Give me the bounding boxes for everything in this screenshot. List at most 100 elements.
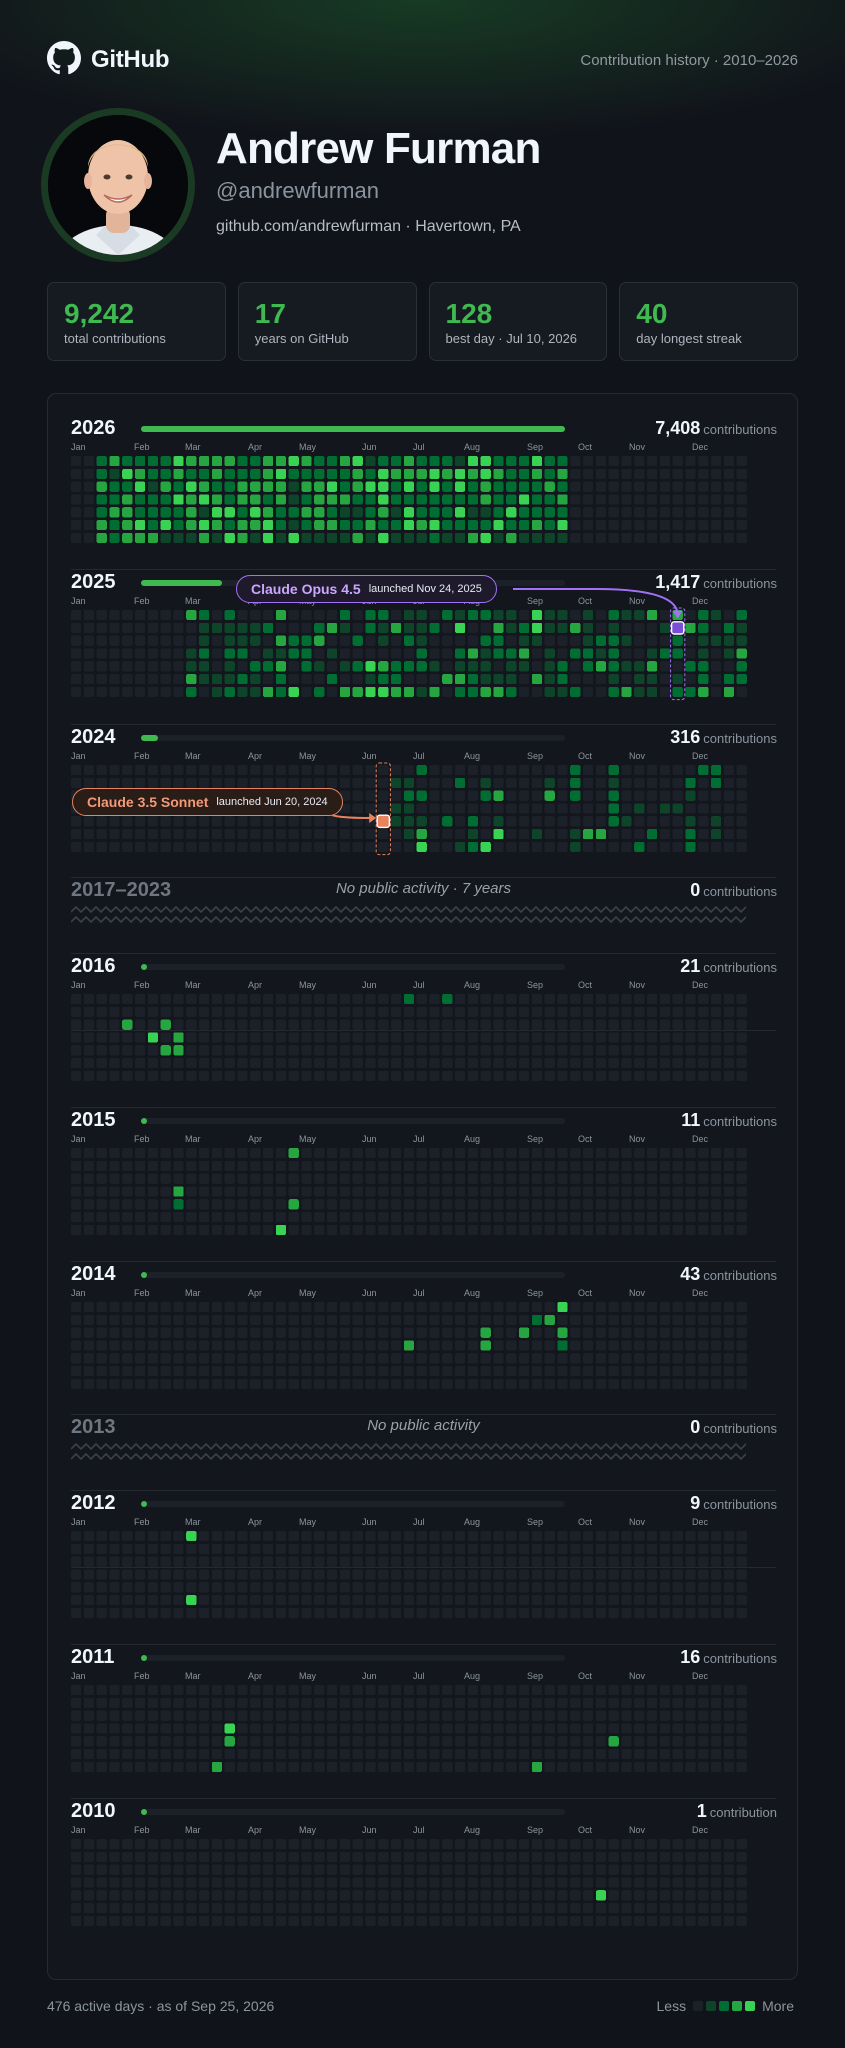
contribution-cell[interactable] (416, 777, 427, 788)
contribution-cell[interactable] (711, 1890, 722, 1901)
contribution-cell[interactable] (173, 1582, 184, 1593)
contribution-cell[interactable] (83, 1019, 94, 1030)
contribution-cell[interactable] (83, 520, 94, 531)
contribution-cell[interactable] (416, 1582, 427, 1593)
contribution-cell[interactable] (506, 456, 517, 467)
contribution-cell[interactable] (288, 1710, 299, 1721)
contribution-cell[interactable] (557, 532, 568, 543)
contribution-cell[interactable] (723, 686, 734, 697)
contribution-cell[interactable] (583, 1327, 594, 1338)
contribution-cell[interactable] (595, 994, 606, 1005)
contribution-cell[interactable] (544, 1864, 555, 1875)
contribution-cell[interactable] (275, 1864, 286, 1875)
contribution-cell[interactable] (544, 661, 555, 672)
contribution-cell[interactable] (595, 1199, 606, 1210)
contribution-cell[interactable] (186, 829, 197, 840)
contribution-cell[interactable] (711, 1302, 722, 1313)
contribution-cell[interactable] (122, 532, 133, 543)
contribution-cell[interactable] (480, 1531, 491, 1542)
contribution-cell[interactable] (711, 507, 722, 518)
contribution-cell[interactable] (583, 507, 594, 518)
contribution-cell[interactable] (506, 1890, 517, 1901)
contribution-cell[interactable] (199, 1224, 210, 1235)
contribution-cell[interactable] (570, 777, 581, 788)
contribution-cell[interactable] (403, 777, 414, 788)
contribution-cell[interactable] (391, 816, 402, 827)
contribution-cell[interactable] (135, 1851, 146, 1862)
contribution-cell[interactable] (455, 1890, 466, 1901)
contribution-cell[interactable] (723, 494, 734, 505)
contribution-cell[interactable] (275, 610, 286, 621)
contribution-cell[interactable] (698, 1058, 709, 1069)
contribution-cell[interactable] (736, 1058, 747, 1069)
contribution-cell[interactable] (672, 1327, 683, 1338)
contribution-cell[interactable] (659, 1353, 670, 1364)
contribution-cell[interactable] (442, 1186, 453, 1197)
contribution-cell[interactable] (583, 532, 594, 543)
contribution-cell[interactable] (403, 1915, 414, 1926)
contribution-cell[interactable] (352, 1595, 363, 1606)
contribution-cell[interactable] (698, 610, 709, 621)
contribution-cell[interactable] (455, 1353, 466, 1364)
contribution-cell[interactable] (237, 1186, 248, 1197)
contribution-cell[interactable] (301, 1148, 312, 1159)
contribution-cell[interactable] (160, 1019, 171, 1030)
contribution-cell[interactable] (531, 1864, 542, 1875)
contribution-cell[interactable] (557, 1864, 568, 1875)
contribution-cell[interactable] (288, 674, 299, 685)
contribution-cell[interactable] (173, 1595, 184, 1606)
contribution-cell[interactable] (403, 1749, 414, 1760)
contribution-cell[interactable] (237, 1903, 248, 1914)
contribution-cell[interactable] (711, 661, 722, 672)
contribution-cell[interactable] (442, 1199, 453, 1210)
contribution-cell[interactable] (519, 1749, 530, 1760)
contribution-cell[interactable] (365, 1160, 376, 1171)
contribution-cell[interactable] (595, 661, 606, 672)
contribution-cell[interactable] (583, 1212, 594, 1223)
contribution-cell[interactable] (327, 765, 338, 776)
contribution-cell[interactable] (647, 1148, 658, 1159)
contribution-cell[interactable] (429, 1749, 440, 1760)
contribution-cell[interactable] (147, 674, 158, 685)
contribution-cell[interactable] (199, 648, 210, 659)
contribution-cell[interactable] (621, 1314, 632, 1325)
contribution-cell[interactable] (352, 1302, 363, 1313)
contribution-cell[interactable] (314, 1327, 325, 1338)
contribution-cell[interactable] (685, 1890, 696, 1901)
contribution-cell[interactable] (519, 765, 530, 776)
contribution-cell[interactable] (147, 994, 158, 1005)
contribution-cell[interactable] (327, 1595, 338, 1606)
contribution-cell[interactable] (135, 1070, 146, 1081)
contribution-cell[interactable] (672, 841, 683, 852)
contribution-cell[interactable] (634, 994, 645, 1005)
contribution-cell[interactable] (595, 481, 606, 492)
contribution-cell[interactable] (211, 1224, 222, 1235)
contribution-cell[interactable] (109, 1569, 120, 1580)
contribution-cell[interactable] (83, 1212, 94, 1223)
contribution-cell[interactable] (442, 507, 453, 518)
contribution-cell[interactable] (237, 1569, 248, 1580)
contribution-cell[interactable] (186, 1160, 197, 1171)
contribution-cell[interactable] (467, 635, 478, 646)
contribution-cell[interactable] (135, 1173, 146, 1184)
contribution-cell[interactable] (659, 1212, 670, 1223)
contribution-cell[interactable] (416, 635, 427, 646)
contribution-cell[interactable] (570, 1032, 581, 1043)
contribution-cell[interactable] (647, 481, 658, 492)
contribution-cell[interactable] (275, 686, 286, 697)
contribution-cell[interactable] (186, 1851, 197, 1862)
contribution-cell[interactable] (711, 622, 722, 633)
contribution-cell[interactable] (147, 816, 158, 827)
contribution-cell[interactable] (480, 1607, 491, 1618)
contribution-cell[interactable] (442, 1070, 453, 1081)
contribution-cell[interactable] (711, 1582, 722, 1593)
contribution-cell[interactable] (634, 1314, 645, 1325)
contribution-cell[interactable] (211, 622, 222, 633)
contribution-cell[interactable] (480, 1212, 491, 1223)
contribution-cell[interactable] (224, 1607, 235, 1618)
contribution-cell[interactable] (391, 1173, 402, 1184)
contribution-cell[interactable] (250, 1019, 261, 1030)
contribution-cell[interactable] (519, 481, 530, 492)
contribution-cell[interactable] (429, 532, 440, 543)
contribution-cell[interactable] (263, 456, 274, 467)
